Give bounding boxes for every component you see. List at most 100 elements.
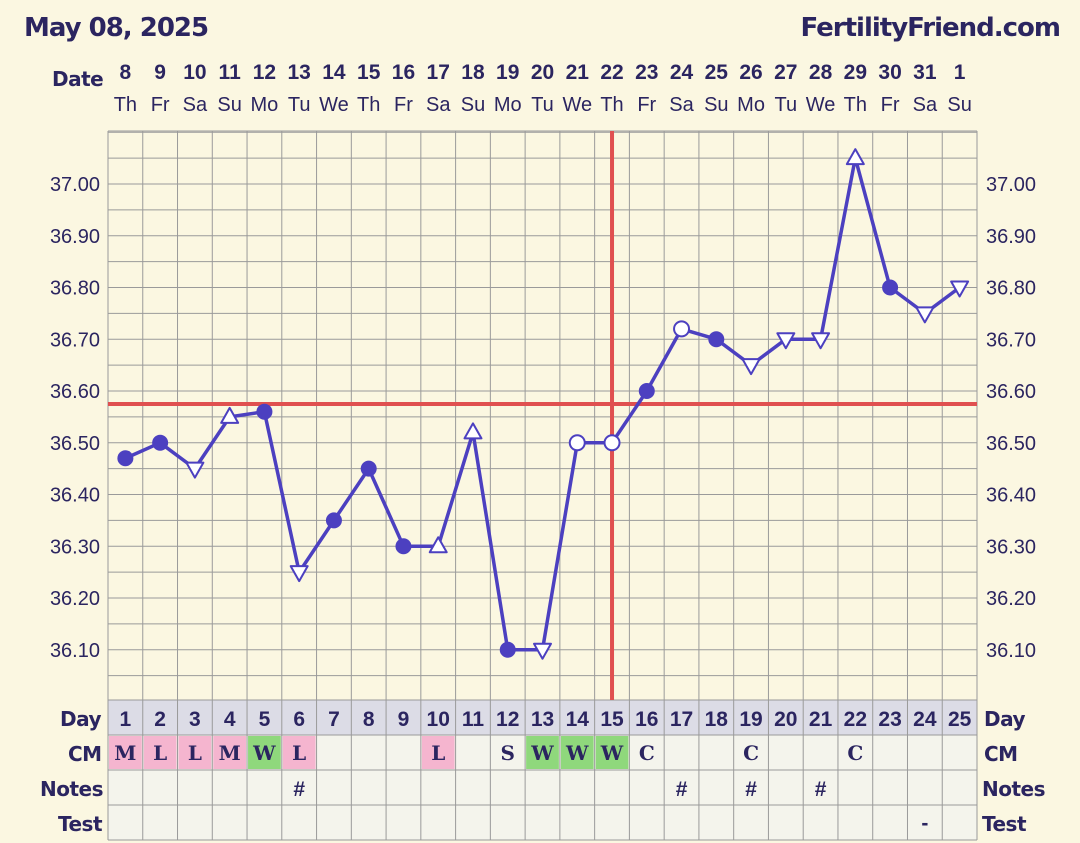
cm-value: W: [600, 741, 624, 765]
cycle-day-number: 19: [739, 708, 762, 731]
date-label: 21: [566, 61, 590, 84]
cm-value: C: [639, 741, 655, 765]
cm-cell-bg: [248, 736, 281, 769]
date-label: 25: [705, 61, 729, 84]
temp-point-tri-down: [185, 461, 205, 479]
ytick-label-right: 36.90: [986, 226, 1036, 248]
cycle-day-number: 7: [328, 708, 340, 731]
ytick-label-right: 36.50: [986, 433, 1036, 455]
cm-value: C: [743, 741, 759, 765]
weekday-label: Su: [704, 94, 728, 116]
note-marker: #: [815, 778, 827, 801]
weekday-label: Mo: [251, 94, 279, 116]
cycle-day-number: 15: [600, 708, 624, 731]
weekday-label: Fr: [637, 94, 656, 116]
day-row-bg: [108, 700, 977, 735]
notes-row-label: Notes: [40, 777, 103, 801]
cm-cell-bg: [109, 736, 142, 769]
weekday-label: Tu: [775, 94, 798, 116]
weekday-label: Fr: [881, 94, 900, 116]
date-label: 10: [183, 61, 206, 84]
date-axis-labels: 8 Th 9 Fr 10 Sa 11 Su 12 Mo 13 Tu 14 We 15 Th 16 Fr 17 Sa 18…: [114, 61, 972, 116]
temperature-axis-labels: 37.00 37.00 36.90 36.90 36.80 36.80 36.70 36.70…: [50, 174, 1036, 662]
ytick-label-left: 36.60: [50, 381, 100, 403]
cycle-day-number: 6: [293, 708, 305, 731]
date-label: 9: [154, 61, 166, 84]
cycle-day-number: 16: [635, 708, 658, 731]
day-row-label: Day: [60, 707, 101, 731]
date-label: 23: [635, 61, 658, 84]
temp-point-dot: [708, 331, 725, 348]
temp-point-dot: [395, 538, 412, 555]
date-label: 27: [774, 61, 797, 84]
cm-value: M: [219, 741, 241, 765]
temp-point-tri-up: [463, 422, 483, 440]
row-backgrounds: [108, 700, 977, 840]
cm-row-label-right: CM: [984, 742, 1018, 766]
cycle-day-number: 3: [189, 708, 201, 731]
weekday-label: Su: [217, 94, 241, 116]
temp-point-dot: [499, 641, 516, 658]
weekday-label: Th: [114, 94, 137, 116]
cm-value: L: [431, 741, 445, 765]
cm-cell-bg: [421, 736, 455, 769]
ytick-label-right: 36.70: [986, 329, 1036, 351]
temp-point-tri-down: [741, 358, 761, 376]
cycle-day-number: 22: [844, 708, 867, 731]
cycle-day-number: 14: [566, 708, 590, 731]
cm-value: W: [252, 741, 276, 765]
temp-point-tri-down: [811, 332, 831, 350]
temp-point-dot: [360, 460, 377, 477]
ytick-label-right: 36.60: [986, 381, 1036, 403]
note-marker: #: [745, 778, 757, 801]
date-label: 30: [878, 61, 901, 84]
date-row-label: Date: [52, 67, 103, 91]
date-label: 29: [844, 61, 867, 84]
weekday-label: Th: [844, 94, 867, 116]
weekday-label: Su: [461, 94, 485, 116]
temp-point-open: [568, 434, 586, 452]
temp-point-tri-down: [776, 332, 796, 350]
weekday-label: Mo: [494, 94, 522, 116]
cm-cell-bg: [526, 736, 559, 769]
ytick-label-right: 36.10: [986, 640, 1036, 662]
cycle-day-number: 13: [531, 708, 554, 731]
temp-point-dot: [152, 434, 169, 451]
note-marker: #: [676, 778, 688, 801]
day-row-label-right: Day: [984, 707, 1025, 731]
cycle-day-number: 18: [705, 708, 729, 731]
cm-value: W: [565, 741, 589, 765]
temp-point-tri-down: [915, 306, 935, 324]
cycle-day-number: 2: [154, 708, 166, 731]
test-row-label-right: Test: [982, 812, 1027, 836]
ytick-label-left: 36.80: [50, 278, 100, 300]
weekday-label: We: [319, 94, 349, 116]
cm-value: M: [114, 741, 136, 765]
date-label: 14: [322, 61, 346, 84]
cm-value: W: [530, 741, 554, 765]
weekday-label: Tu: [531, 94, 554, 116]
date-label: 26: [739, 61, 762, 84]
cycle-day-number: 12: [496, 708, 519, 731]
ytick-label-left: 36.90: [50, 226, 100, 248]
ytick-label-right: 36.30: [986, 536, 1036, 558]
date-label: 11: [219, 61, 242, 84]
date-label: 20: [531, 61, 554, 84]
ytick-label-left: 36.10: [50, 640, 100, 662]
cycle-day-number: 5: [259, 708, 271, 731]
ytick-label-right: 36.20: [986, 588, 1036, 610]
cycle-day-number: 23: [878, 708, 901, 731]
date-label: 28: [809, 61, 833, 84]
date-label: 19: [496, 61, 519, 84]
cm-cell-bg: [178, 736, 212, 769]
weekday-label: Fr: [394, 94, 413, 116]
temp-point-dot: [638, 383, 655, 399]
temp-point-dot: [882, 279, 899, 296]
ytick-label-left: 36.70: [50, 329, 100, 351]
date-label: 17: [427, 61, 450, 84]
cm-row-label: CM: [68, 742, 102, 766]
cm-cell-bg: [560, 736, 594, 769]
date-label: 1: [954, 61, 966, 84]
